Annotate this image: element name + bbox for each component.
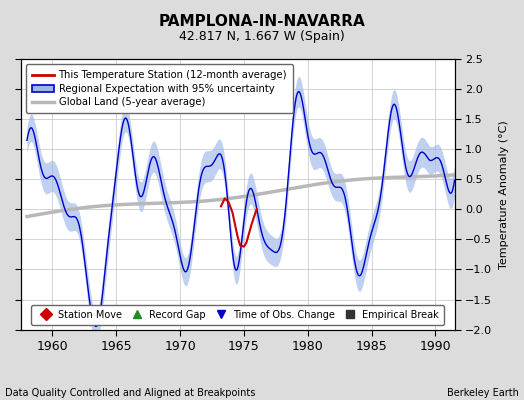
Text: PAMPLONA-IN-NAVARRA: PAMPLONA-IN-NAVARRA: [159, 14, 365, 29]
Legend: Station Move, Record Gap, Time of Obs. Change, Empirical Break: Station Move, Record Gap, Time of Obs. C…: [31, 305, 444, 325]
Text: 42.817 N, 1.667 W (Spain): 42.817 N, 1.667 W (Spain): [179, 30, 345, 43]
Text: Data Quality Controlled and Aligned at Breakpoints: Data Quality Controlled and Aligned at B…: [5, 388, 256, 398]
Y-axis label: Temperature Anomaly (°C): Temperature Anomaly (°C): [499, 120, 509, 269]
Text: Berkeley Earth: Berkeley Earth: [447, 388, 519, 398]
